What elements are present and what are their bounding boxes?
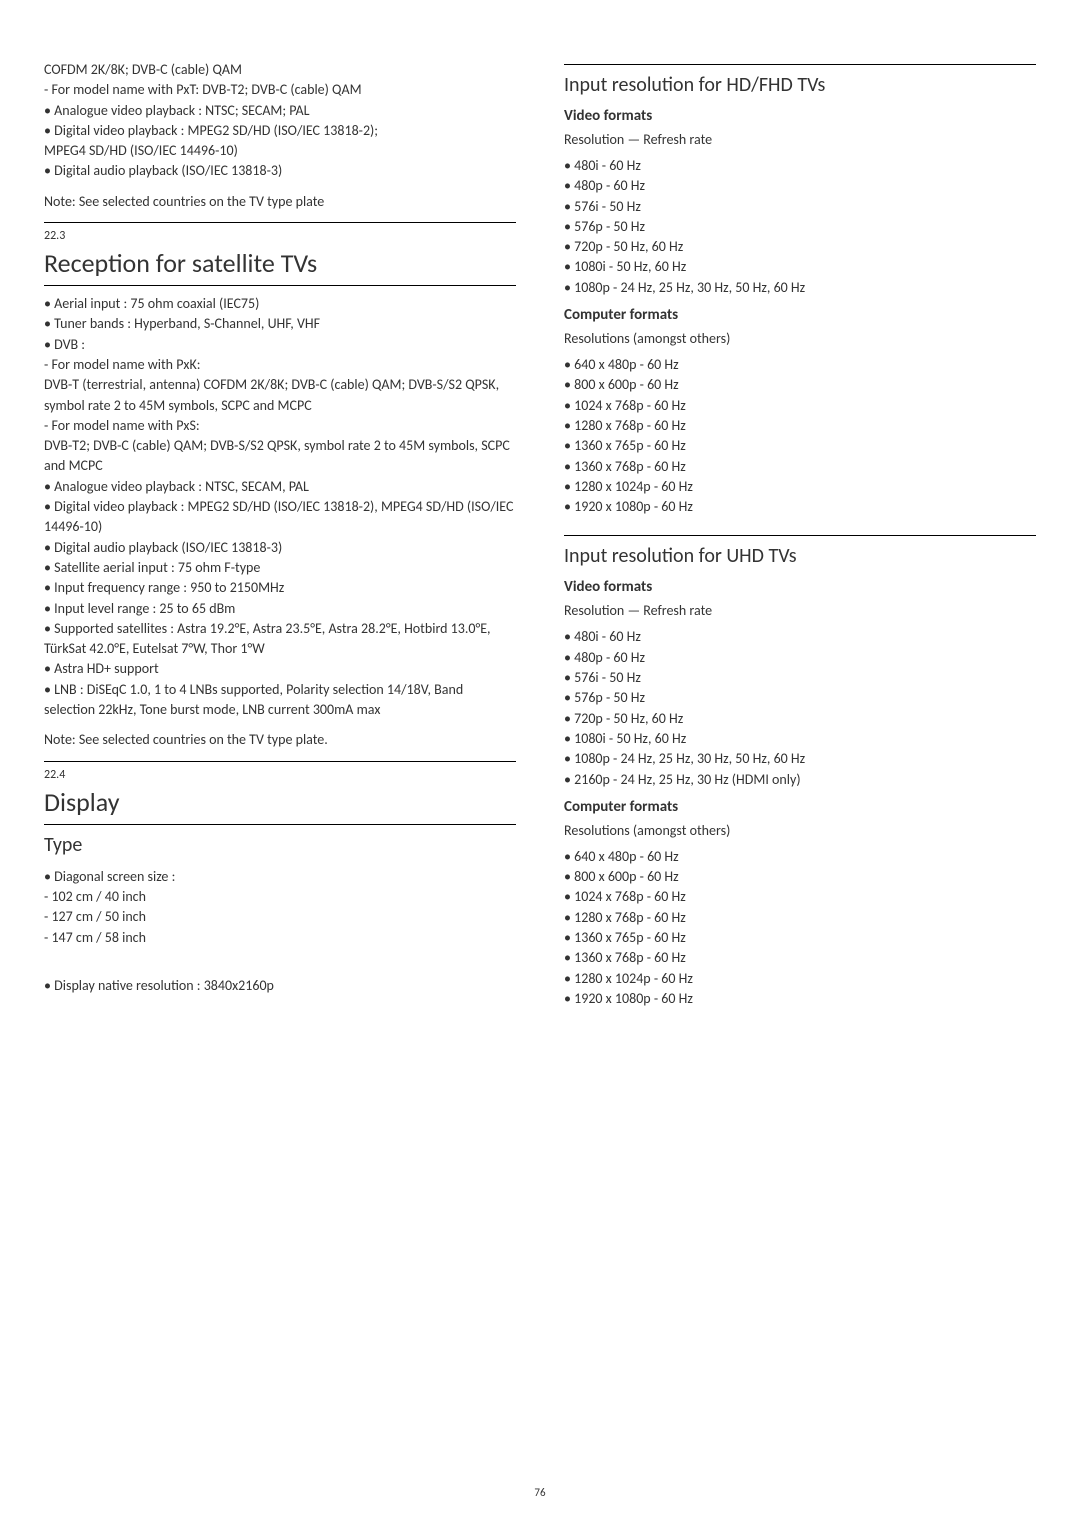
list-item: • 1920 x 1080p - 60 Hz: [564, 497, 1036, 517]
block-caption: Resolutions (amongst others): [564, 822, 1036, 839]
list-item: • 640 x 480p - 60 Hz: [564, 355, 1036, 375]
list-item: • 576i - 50 Hz: [564, 668, 1036, 688]
subsection-head: Input resolution for HD/FHD TVs: [564, 73, 1036, 97]
list-item: • 1360 x 765p - 60 Hz: [564, 928, 1036, 948]
list-item: • 800 x 600p - 60 Hz: [564, 867, 1036, 887]
list-item: • 1080p - 24 Hz, 25 Hz, 30 Hz, 50 Hz, 60…: [564, 749, 1036, 769]
list-item: • 1080i - 50 Hz, 60 Hz: [564, 257, 1036, 277]
list-item: • 1280 x 1024p - 60 Hz: [564, 969, 1036, 989]
body-line: • Digital video playback : MPEG2 SD/HD (…: [44, 497, 516, 538]
section-title: Reception for satellite TVs: [44, 247, 516, 279]
list-item: • 576i - 50 Hz: [564, 197, 1036, 217]
list-item: • 1024 x 768p - 60 Hz: [564, 396, 1036, 416]
body-line: - 147 cm / 58 inch: [44, 928, 516, 948]
body-line: • Input level range : 25 to 65 dBm: [44, 599, 516, 619]
block-head: Computer formats: [564, 306, 1036, 324]
section-title: Display: [44, 786, 516, 818]
block-head: Computer formats: [564, 798, 1036, 816]
list-item: • 1360 x 768p - 60 Hz: [564, 457, 1036, 477]
list-item: • 1080i - 50 Hz, 60 Hz: [564, 729, 1036, 749]
list-item: • 480i - 60 Hz: [564, 627, 1036, 647]
body-line: - For model name with PxS:: [44, 416, 516, 436]
list-item: • 576p - 50 Hz: [564, 217, 1036, 237]
body-line: • Digital video playback : MPEG2 SD/HD (…: [44, 121, 516, 141]
body-line: • Aerial input : 75 ohm coaxial (IEC75): [44, 294, 516, 314]
body-line: • Display native resolution : 3840x2160p: [44, 976, 516, 996]
subsection-head: Type: [44, 833, 516, 857]
list-item: • 640 x 480p - 60 Hz: [564, 847, 1036, 867]
block-caption: Resolution — Refresh rate: [564, 602, 1036, 619]
list-item: • 800 x 600p - 60 Hz: [564, 375, 1036, 395]
subsection-overline: [564, 64, 1036, 65]
body-line: DVB-T (terrestrial, antenna) COFDM 2K/8K…: [44, 375, 516, 416]
body-line: • Astra HD+ support: [44, 659, 516, 679]
note-text: Note: See selected countries on the TV t…: [44, 730, 516, 750]
block-caption: Resolutions (amongst others): [564, 330, 1036, 347]
block-head: Video formats: [564, 578, 1036, 596]
list-item: • 1360 x 765p - 60 Hz: [564, 436, 1036, 456]
body-line: - For model name with PxK:: [44, 355, 516, 375]
body-line: • Analogue video playback : NTSC, SECAM,…: [44, 477, 516, 497]
body-line: • Diagonal screen size :: [44, 867, 516, 887]
list-item: • 1280 x 1024p - 60 Hz: [564, 477, 1036, 497]
list-item: • 480p - 60 Hz: [564, 176, 1036, 196]
block-caption: Resolution — Refresh rate: [564, 131, 1036, 148]
page-columns: COFDM 2K/8K; DVB-C (cable) QAM - For mod…: [44, 60, 1036, 1009]
list-item: • 1080p - 24 Hz, 25 Hz, 30 Hz, 50 Hz, 60…: [564, 278, 1036, 298]
body-line: • Tuner bands : Hyperband, S-Channel, UH…: [44, 314, 516, 334]
left-column: COFDM 2K/8K; DVB-C (cable) QAM - For mod…: [44, 60, 516, 1009]
body-line: DVB-T2; DVB-C (cable) QAM; DVB-S/S2 QPSK…: [44, 436, 516, 477]
list-item: • 1920 x 1080p - 60 Hz: [564, 989, 1036, 1009]
body-line: • LNB : DiSEqC 1.0, 1 to 4 LNBs supporte…: [44, 680, 516, 721]
list-item: • 480i - 60 Hz: [564, 156, 1036, 176]
note-text: Note: See selected countries on the TV t…: [44, 192, 516, 212]
page-number: 76: [0, 1486, 1080, 1499]
section-divider: [44, 222, 516, 223]
list-item: • 1280 x 768p - 60 Hz: [564, 416, 1036, 436]
body-line: MPEG4 SD/HD (ISO/IEC 14496-10): [44, 141, 516, 161]
subsection-overline: [564, 535, 1036, 536]
body-line: - 102 cm / 40 inch: [44, 887, 516, 907]
block-head: Video formats: [564, 107, 1036, 125]
list-item: • 1280 x 768p - 60 Hz: [564, 908, 1036, 928]
sec223-body: • Aerial input : 75 ohm coaxial (IEC75) …: [44, 294, 516, 720]
body-line: • DVB :: [44, 335, 516, 355]
section-divider: [44, 761, 516, 762]
orphan-block: COFDM 2K/8K; DVB-C (cable) QAM - For mod…: [44, 60, 516, 182]
list-item: • 2160p - 24 Hz, 25 Hz, 30 Hz (HDMI only…: [564, 770, 1036, 790]
list-item: • 576p - 50 Hz: [564, 688, 1036, 708]
list-item: • 1360 x 768p - 60 Hz: [564, 948, 1036, 968]
body-line: • Digital audio playback (ISO/IEC 13818-…: [44, 538, 516, 558]
section-number: 22.4: [44, 768, 516, 782]
subsection-head: Input resolution for UHD TVs: [564, 544, 1036, 568]
body-line: • Supported satellites : Astra 19.2°E, A…: [44, 619, 516, 660]
right-column: Input resolution for HD/FHD TVs Video fo…: [564, 60, 1036, 1009]
title-underline: [44, 285, 516, 286]
list-item: • 1024 x 768p - 60 Hz: [564, 887, 1036, 907]
body-line: - 127 cm / 50 inch: [44, 907, 516, 927]
list-item: • 480p - 60 Hz: [564, 648, 1036, 668]
body-line: • Digital audio playback (ISO/IEC 13818-…: [44, 161, 516, 181]
body-line: • Input frequency range : 950 to 2150MHz: [44, 578, 516, 598]
section-number: 22.3: [44, 229, 516, 243]
list-item: • 720p - 50 Hz, 60 Hz: [564, 709, 1036, 729]
body-line: - For model name with PxT: DVB-T2; DVB-C…: [44, 80, 516, 100]
body-line: • Analogue video playback : NTSC; SECAM;…: [44, 101, 516, 121]
list-item: • 720p - 50 Hz, 60 Hz: [564, 237, 1036, 257]
title-underline: [44, 824, 516, 825]
body-line: • Satellite aerial input : 75 ohm F-type: [44, 558, 516, 578]
body-line: COFDM 2K/8K; DVB-C (cable) QAM: [44, 60, 516, 80]
